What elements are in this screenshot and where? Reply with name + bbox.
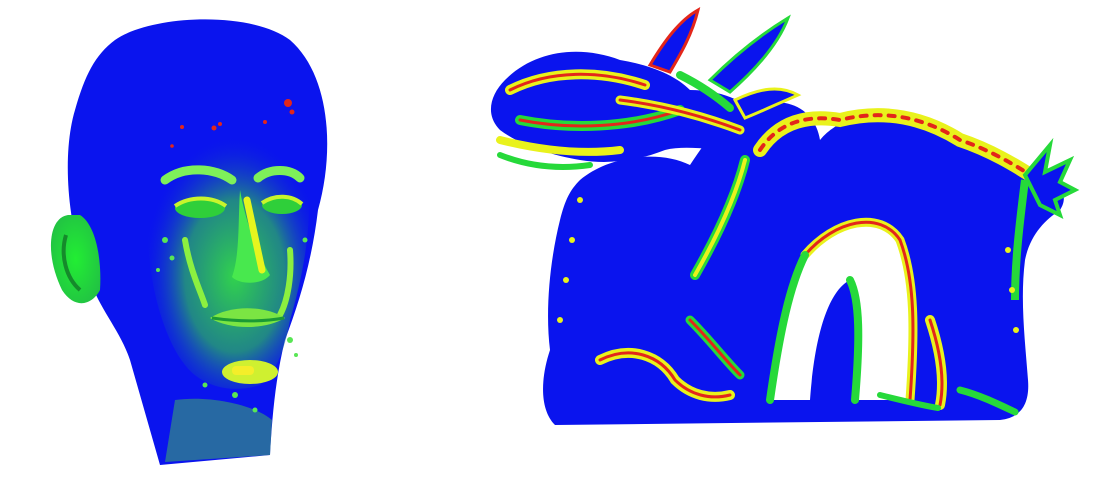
dragon-horn-back — [732, 87, 802, 120]
dragon-spine — [690, 108, 1042, 280]
dragon-render — [460, 0, 1100, 480]
dragon-render-svg — [490, 7, 1080, 425]
head-eye-right-lid — [260, 194, 304, 206]
head-render-svg — [50, 19, 328, 466]
head-green-speckle — [156, 237, 308, 413]
head-brow-right — [253, 166, 305, 183]
dragon-head-ridges — [496, 69, 745, 170]
head-render — [0, 0, 460, 480]
dragon-body-gap — [770, 222, 913, 400]
dragon-claws — [595, 315, 1019, 416]
head-cheek-right — [277, 247, 294, 318]
head-ear — [50, 215, 101, 304]
head-hotspots — [170, 99, 295, 148]
head-mouth — [210, 308, 285, 327]
head-eye-left — [175, 198, 225, 218]
head-eye-right — [262, 196, 302, 214]
dragon-belly-dots — [557, 197, 1019, 333]
head-nose-ridge — [243, 196, 266, 274]
head-brow-left — [160, 165, 237, 185]
head-lip-line — [211, 316, 285, 323]
head-eye-left-lid — [173, 196, 228, 208]
dragon-gap-edges — [766, 217, 918, 405]
head-cheek-left — [182, 237, 208, 308]
head-chin-highlight — [232, 366, 254, 375]
dragon-horn-upper — [647, 7, 701, 74]
dragon-tail-edge — [1011, 179, 1029, 301]
dragon-tail-fan — [1022, 137, 1080, 219]
head-ear-fold — [61, 234, 82, 292]
dragon-horn-rear — [707, 14, 791, 94]
head-neck-speckle — [165, 398, 272, 462]
